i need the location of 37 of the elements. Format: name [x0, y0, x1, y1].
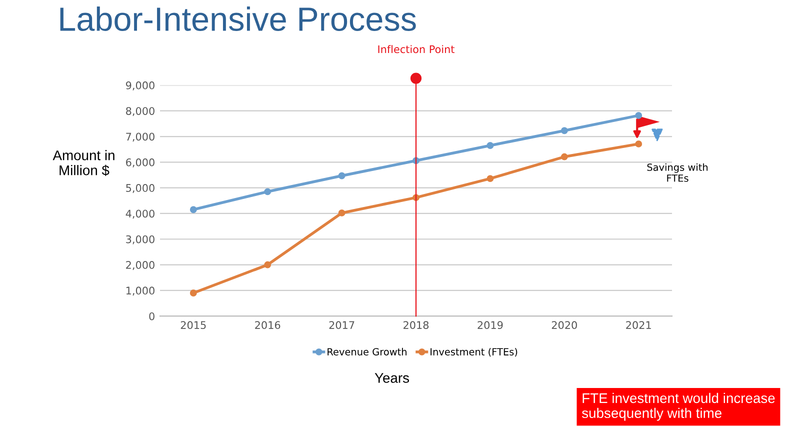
point [264, 188, 272, 196]
y-tick-label: 7,000 [126, 132, 154, 142]
x-tick-label: 2016 [255, 321, 280, 330]
point [338, 172, 346, 180]
y-tick-label: 0 [149, 312, 154, 320]
point [635, 112, 642, 119]
x-tick-label: 2017 [329, 321, 354, 330]
point [486, 175, 494, 182]
point [338, 209, 346, 216]
y-tick-label: 2,000 [126, 261, 154, 270]
x-tick-label: 2021 [626, 321, 651, 330]
point [560, 153, 568, 160]
y-tick-label: 8,000 [126, 107, 154, 116]
point [560, 127, 568, 134]
x-tick-label: 2020 [552, 321, 577, 330]
y-tick-label: 5,000 [126, 184, 154, 193]
x-axis-title: Years [374, 373, 410, 383]
point [635, 140, 642, 148]
legend-label: Investment (FTEs) [430, 348, 518, 357]
point [264, 261, 272, 268]
point [190, 206, 197, 214]
x-tick-label: 2015 [180, 321, 206, 330]
ref-line-label: Inflection Point [378, 45, 454, 54]
y-tick-label: 6,000 [126, 158, 154, 168]
y-tick-label: 4,000 [126, 210, 154, 219]
y-tick-label: 3,000 [126, 235, 154, 244]
y-axis-title: Amount in Million $ [52, 150, 114, 176]
x-tick-label: 2019 [478, 321, 503, 330]
x-tick-label: 2018 [404, 321, 429, 330]
annotation: Savings with FTEs [647, 163, 708, 182]
y-tick-label: 1,000 [126, 286, 154, 296]
chart-title: Labor-Intensive Process [60, 6, 416, 32]
point [486, 142, 494, 149]
point [190, 290, 197, 296]
legend-label: Revenue Growth [328, 348, 406, 356]
text: FTE investment would increase subsequently with time [582, 392, 775, 421]
y-tick-label: 9,000 [126, 81, 154, 90]
